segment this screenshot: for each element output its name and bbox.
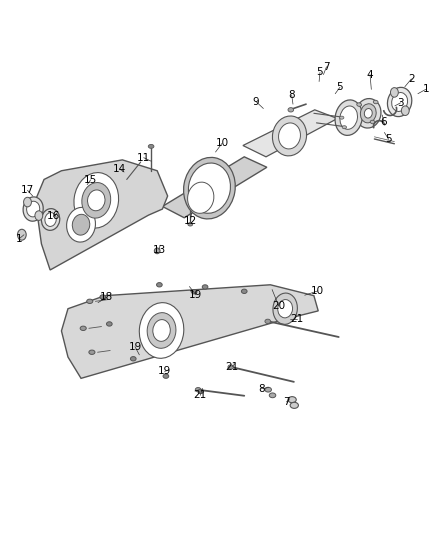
Ellipse shape (269, 393, 276, 398)
Polygon shape (162, 157, 267, 218)
Ellipse shape (272, 116, 307, 156)
Text: 2: 2 (408, 74, 415, 84)
Ellipse shape (187, 182, 214, 213)
Ellipse shape (391, 87, 398, 97)
Ellipse shape (24, 197, 32, 207)
Text: 20: 20 (272, 301, 285, 311)
Ellipse shape (191, 289, 197, 294)
Polygon shape (35, 160, 168, 270)
Ellipse shape (279, 123, 300, 149)
Text: 6: 6 (381, 117, 387, 126)
Polygon shape (61, 285, 318, 378)
Ellipse shape (339, 116, 344, 119)
Ellipse shape (45, 213, 56, 227)
Ellipse shape (265, 319, 271, 324)
Text: 8: 8 (258, 384, 265, 394)
Ellipse shape (27, 201, 40, 217)
Ellipse shape (228, 365, 233, 369)
Ellipse shape (188, 163, 230, 213)
Text: 21: 21 (291, 314, 304, 324)
Ellipse shape (288, 108, 293, 112)
Text: 19: 19 (158, 366, 171, 376)
Ellipse shape (335, 100, 362, 135)
Ellipse shape (360, 104, 376, 123)
Ellipse shape (131, 357, 136, 361)
Text: 16: 16 (47, 212, 60, 221)
Ellipse shape (139, 303, 184, 358)
Ellipse shape (370, 120, 375, 124)
Ellipse shape (18, 229, 26, 240)
Ellipse shape (148, 144, 154, 148)
Text: 1: 1 (15, 234, 22, 244)
Ellipse shape (147, 313, 176, 348)
Ellipse shape (35, 211, 43, 220)
Text: 3: 3 (397, 98, 404, 108)
Ellipse shape (290, 402, 298, 408)
Text: 9: 9 (253, 96, 259, 107)
Ellipse shape (184, 157, 235, 219)
Ellipse shape (342, 126, 346, 129)
Ellipse shape (80, 326, 86, 330)
Text: 19: 19 (189, 290, 202, 300)
Ellipse shape (74, 173, 119, 228)
Ellipse shape (364, 109, 372, 118)
Text: 5: 5 (317, 67, 323, 77)
Ellipse shape (88, 190, 105, 211)
Ellipse shape (156, 282, 162, 287)
Text: 11: 11 (137, 152, 150, 163)
Text: 14: 14 (113, 164, 127, 174)
Text: 7: 7 (323, 62, 330, 72)
Ellipse shape (373, 100, 378, 104)
Ellipse shape (82, 183, 111, 218)
Text: 21: 21 (226, 361, 239, 372)
Text: 5: 5 (385, 134, 392, 144)
Ellipse shape (154, 248, 160, 254)
Text: 4: 4 (367, 70, 373, 79)
Ellipse shape (288, 397, 296, 403)
Ellipse shape (195, 387, 201, 392)
Text: 12: 12 (184, 216, 197, 226)
Ellipse shape (356, 99, 381, 128)
Polygon shape (243, 110, 337, 157)
Ellipse shape (357, 103, 361, 107)
Ellipse shape (198, 389, 204, 393)
Ellipse shape (241, 289, 247, 294)
Ellipse shape (23, 197, 43, 221)
Text: 5: 5 (337, 82, 343, 92)
Ellipse shape (67, 207, 95, 242)
Text: 7: 7 (283, 397, 290, 407)
Ellipse shape (388, 87, 412, 117)
Ellipse shape (106, 322, 112, 326)
Ellipse shape (163, 374, 169, 378)
Ellipse shape (278, 300, 293, 318)
Text: 13: 13 (152, 245, 166, 255)
Text: 18: 18 (100, 293, 113, 302)
Text: 15: 15 (84, 175, 97, 185)
Text: 17: 17 (21, 185, 34, 195)
Ellipse shape (273, 293, 297, 325)
Text: 10: 10 (215, 139, 229, 148)
Ellipse shape (392, 93, 408, 111)
Text: 21: 21 (194, 390, 207, 400)
Ellipse shape (401, 106, 409, 116)
Text: 1: 1 (422, 84, 429, 94)
Ellipse shape (89, 350, 95, 354)
Text: 19: 19 (128, 342, 141, 352)
Ellipse shape (42, 208, 60, 230)
Ellipse shape (100, 295, 106, 299)
Text: 8: 8 (288, 90, 295, 100)
Ellipse shape (202, 285, 208, 289)
Ellipse shape (72, 214, 90, 235)
Ellipse shape (87, 299, 93, 303)
Text: 10: 10 (311, 286, 325, 296)
Ellipse shape (153, 320, 170, 341)
Ellipse shape (188, 223, 193, 226)
Ellipse shape (265, 387, 272, 392)
Ellipse shape (340, 106, 357, 130)
